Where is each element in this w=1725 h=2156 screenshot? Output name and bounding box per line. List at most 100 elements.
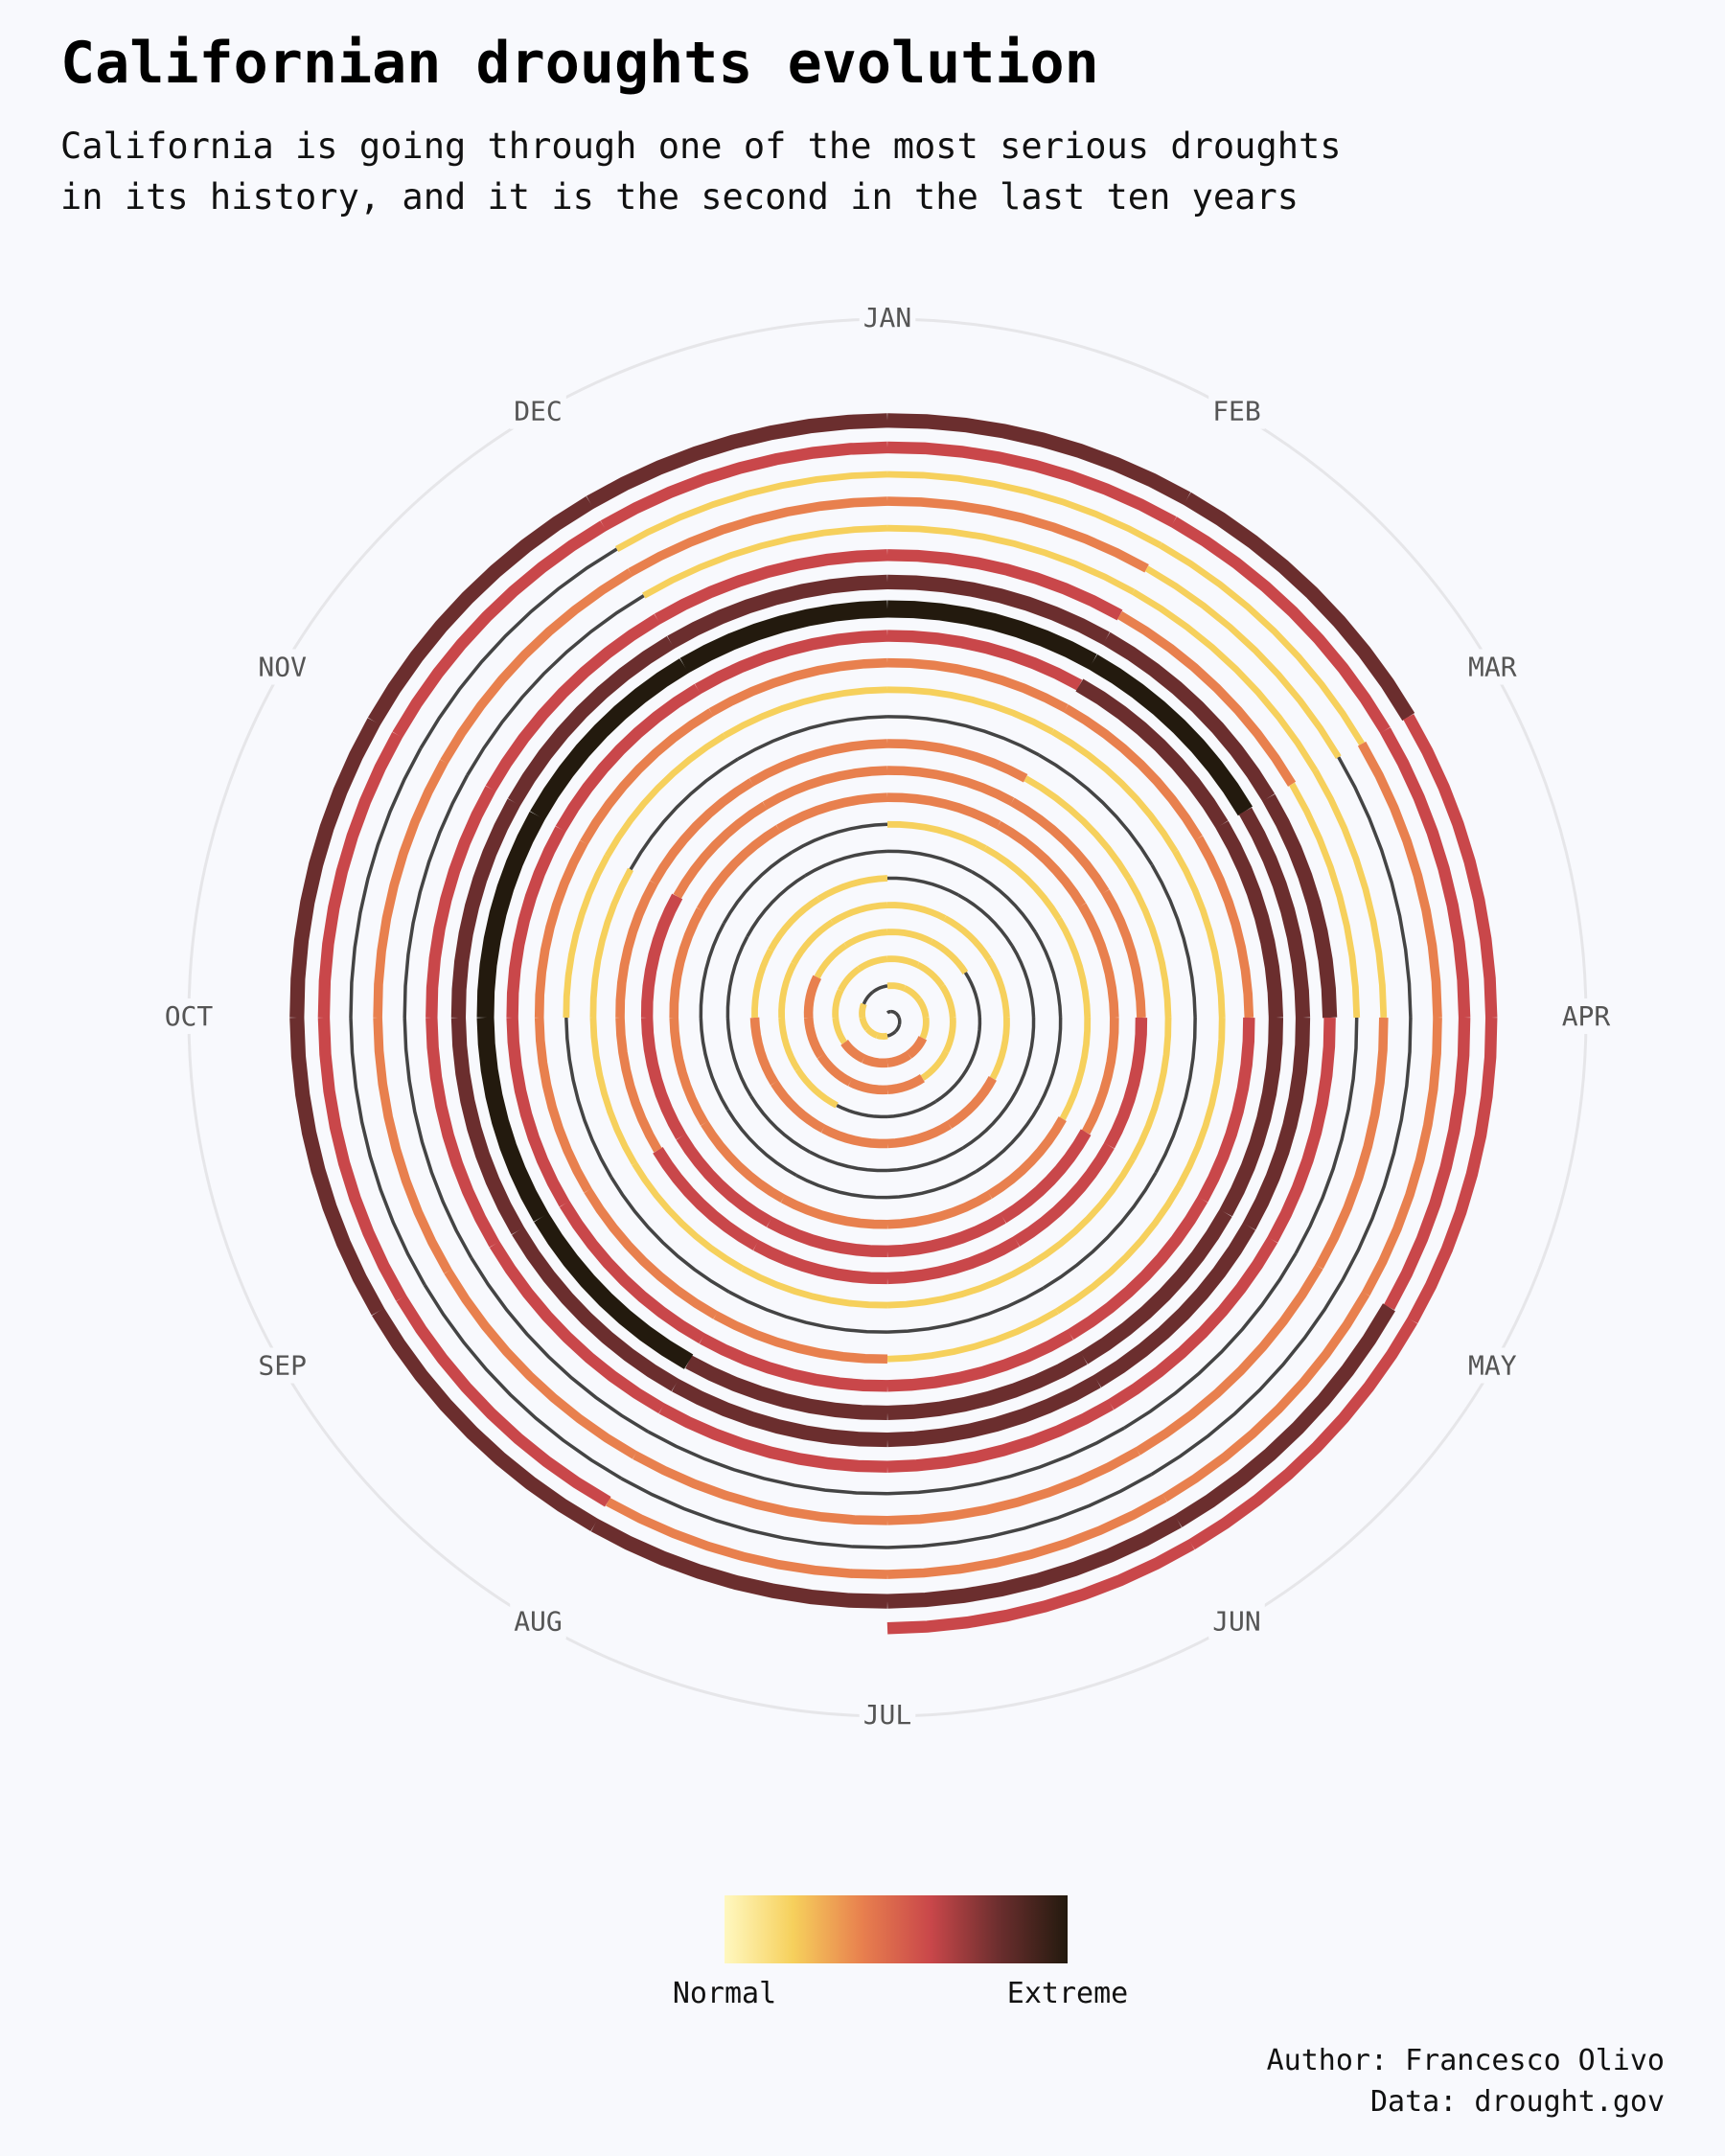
month-segment bbox=[943, 915, 992, 961]
month-segment bbox=[1063, 704, 1203, 841]
month-segment bbox=[615, 881, 658, 1019]
month-segment bbox=[832, 989, 844, 1019]
month-segment bbox=[1197, 1017, 1255, 1203]
month-segment bbox=[402, 774, 470, 1019]
month-segment bbox=[957, 893, 1014, 947]
month-segment bbox=[349, 1017, 426, 1286]
month-segment bbox=[584, 1187, 719, 1319]
month-segment bbox=[894, 1023, 902, 1033]
month-segment bbox=[1093, 1222, 1255, 1388]
month-segment bbox=[816, 1053, 853, 1087]
month-segment bbox=[606, 1497, 888, 1579]
colorbar bbox=[724, 1895, 1068, 1963]
month-segment bbox=[862, 1054, 888, 1068]
month-segment bbox=[886, 1030, 897, 1038]
month-segment bbox=[1117, 610, 1297, 787]
month-segment bbox=[857, 955, 888, 972]
month-segment bbox=[741, 1265, 888, 1309]
month-segment bbox=[1042, 1171, 1158, 1290]
month-segment bbox=[843, 929, 888, 949]
month-segment bbox=[419, 547, 618, 749]
month-segment bbox=[1294, 1017, 1359, 1254]
month-segment bbox=[886, 1514, 1183, 1609]
month-segment bbox=[1242, 1017, 1311, 1230]
month-segment bbox=[886, 470, 1162, 548]
month-segment bbox=[640, 1017, 687, 1140]
month-segment bbox=[1079, 1208, 1232, 1365]
month-segment bbox=[886, 1169, 978, 1200]
month-segment bbox=[1135, 1264, 1323, 1456]
month-segment bbox=[961, 1090, 1018, 1150]
month-segment bbox=[708, 657, 888, 717]
month-segment bbox=[669, 1017, 709, 1126]
month-segment bbox=[778, 1017, 801, 1071]
month-label: MAY bbox=[1468, 1350, 1517, 1382]
month-segment bbox=[814, 942, 848, 979]
month-segment bbox=[864, 1026, 879, 1039]
month-segment bbox=[930, 938, 969, 975]
month-segment bbox=[722, 850, 794, 925]
month-segment bbox=[894, 1011, 901, 1019]
month-segment bbox=[723, 686, 888, 739]
month-segment bbox=[507, 635, 675, 806]
month-segment bbox=[780, 1194, 888, 1229]
month-label: SEP bbox=[258, 1350, 307, 1382]
month-segment bbox=[1107, 1236, 1278, 1411]
month-segment bbox=[886, 657, 1069, 713]
month-segment bbox=[1131, 588, 1319, 773]
month-segment bbox=[349, 747, 423, 1019]
month-segment bbox=[886, 549, 1123, 621]
month-segment bbox=[886, 1212, 1006, 1258]
month-segment bbox=[753, 1240, 888, 1285]
month-segment bbox=[632, 1161, 745, 1272]
month-segment bbox=[934, 1064, 971, 1103]
month-segment bbox=[713, 1311, 888, 1365]
month-segment bbox=[1077, 903, 1119, 1019]
month-segment bbox=[1158, 542, 1365, 745]
month-segment bbox=[886, 1351, 1088, 1421]
month-segment bbox=[589, 1017, 638, 1166]
month-segment bbox=[775, 792, 888, 834]
month-segment bbox=[450, 798, 521, 1019]
subtitle: in its history, and it is the second in … bbox=[60, 176, 1299, 218]
month-segment bbox=[1014, 1017, 1036, 1093]
month-segment bbox=[426, 1017, 500, 1248]
month-segment bbox=[987, 1116, 1067, 1199]
month-segment bbox=[1219, 1017, 1284, 1217]
month-segment bbox=[1154, 1017, 1197, 1174]
month-segment bbox=[859, 1002, 867, 1019]
month-segment bbox=[816, 875, 888, 902]
month-segment bbox=[725, 1109, 797, 1178]
month-segment bbox=[402, 1017, 473, 1259]
month-segment bbox=[367, 495, 594, 725]
month-segment bbox=[1037, 1017, 1063, 1107]
month-segment bbox=[1088, 654, 1254, 816]
month-segment bbox=[886, 686, 1054, 735]
month-segment bbox=[672, 1378, 888, 1448]
month-segment bbox=[791, 919, 835, 966]
month-segment bbox=[778, 962, 797, 1019]
month-segment bbox=[1379, 727, 1471, 1019]
month-segment bbox=[426, 786, 496, 1019]
month-segment bbox=[915, 998, 930, 1019]
month-segment bbox=[1383, 1017, 1471, 1311]
month-label: MAR bbox=[1468, 652, 1517, 683]
month-segment bbox=[440, 568, 633, 765]
month-segment bbox=[1009, 797, 1110, 895]
month-segment bbox=[1337, 756, 1413, 1019]
month-segment bbox=[555, 683, 702, 833]
month-segment bbox=[830, 902, 888, 926]
month-segment bbox=[1174, 1303, 1395, 1527]
month-segment bbox=[1172, 849, 1226, 1019]
month-segment bbox=[485, 613, 661, 792]
month-segment bbox=[534, 1212, 694, 1369]
month-segment bbox=[886, 630, 1083, 691]
month-segment bbox=[1102, 631, 1276, 802]
month-segment bbox=[1407, 1017, 1498, 1324]
month-segment bbox=[685, 1355, 888, 1421]
month-segment bbox=[650, 778, 754, 885]
month-segment bbox=[1024, 775, 1132, 881]
month-segment bbox=[1028, 1157, 1136, 1268]
month-segment bbox=[1341, 1017, 1413, 1281]
